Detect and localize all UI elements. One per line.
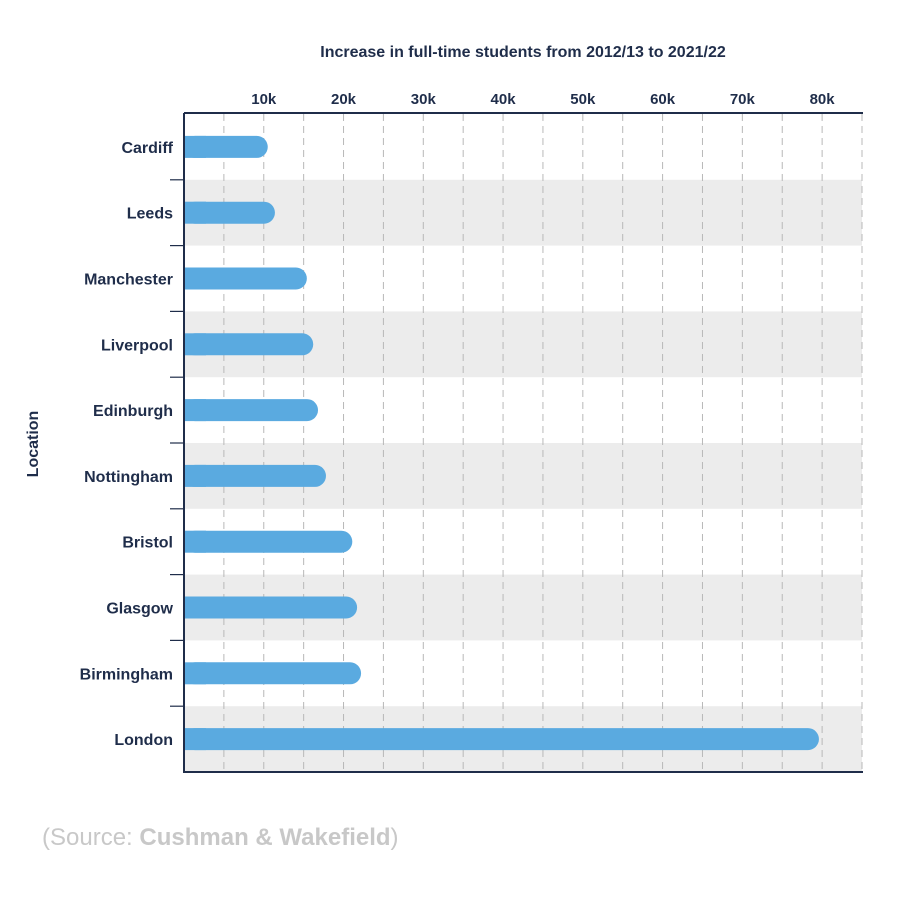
bar xyxy=(184,267,307,290)
category-label: Bristol xyxy=(122,535,173,552)
bar-left-cap xyxy=(184,333,206,356)
bar xyxy=(184,596,358,619)
category-label: Liverpool xyxy=(101,337,173,354)
row-band xyxy=(184,179,862,246)
axes xyxy=(170,112,863,773)
bar-left-cap xyxy=(184,267,206,290)
x-tick-label: 80k xyxy=(810,91,836,108)
source-close-paren: ) xyxy=(390,824,399,851)
bar-left-cap xyxy=(184,464,206,487)
category-label: Leeds xyxy=(127,206,173,223)
x-tick-label: 50k xyxy=(570,91,596,108)
chart-title: Increase in full-time students from 2012… xyxy=(320,44,726,61)
bar xyxy=(184,399,319,422)
category-label: Manchester xyxy=(84,272,173,289)
x-tick-label: 70k xyxy=(730,91,756,108)
x-tick-label: 30k xyxy=(411,91,437,108)
bar xyxy=(184,530,353,553)
grid-lines xyxy=(223,114,863,772)
bar-left-cap xyxy=(184,399,206,422)
bar-left-cap xyxy=(184,596,206,619)
category-label: Glasgow xyxy=(106,601,173,618)
bar-left-cap xyxy=(184,201,206,224)
source-note: (Source: Cushman & Wakefield) xyxy=(42,824,399,852)
category-label: Nottingham xyxy=(84,469,173,486)
source-open-paren: ( xyxy=(42,824,50,851)
source-name: Cushman & Wakefield xyxy=(139,824,391,851)
category-label: London xyxy=(114,732,173,749)
x-tick-label: 40k xyxy=(491,91,517,108)
x-tick-labels: 10k 20k 30k 40k 50k 60k 70k 80k xyxy=(251,91,835,108)
bar-left-cap xyxy=(184,530,206,553)
bar xyxy=(184,201,275,224)
x-tick-label: 60k xyxy=(650,91,676,108)
bar xyxy=(184,728,819,751)
x-tick-label: 20k xyxy=(331,91,357,108)
category-label: Birmingham xyxy=(80,666,173,683)
bar xyxy=(184,662,362,685)
category-label: Cardiff xyxy=(121,140,173,157)
source-prefix: Source: xyxy=(50,824,140,851)
x-tick-label: 10k xyxy=(251,91,277,108)
bar xyxy=(184,333,314,356)
category-labels: Cardiff Leeds Manchester Liverpool Edinburgh… xyxy=(80,140,174,749)
bar-left-cap xyxy=(184,728,206,751)
bar-left-cap xyxy=(184,135,206,158)
bars xyxy=(184,135,819,751)
category-label: Edinburgh xyxy=(93,403,173,420)
bar-left-cap xyxy=(184,662,206,685)
y-axis-label: Location xyxy=(25,411,42,478)
bar xyxy=(184,464,326,487)
